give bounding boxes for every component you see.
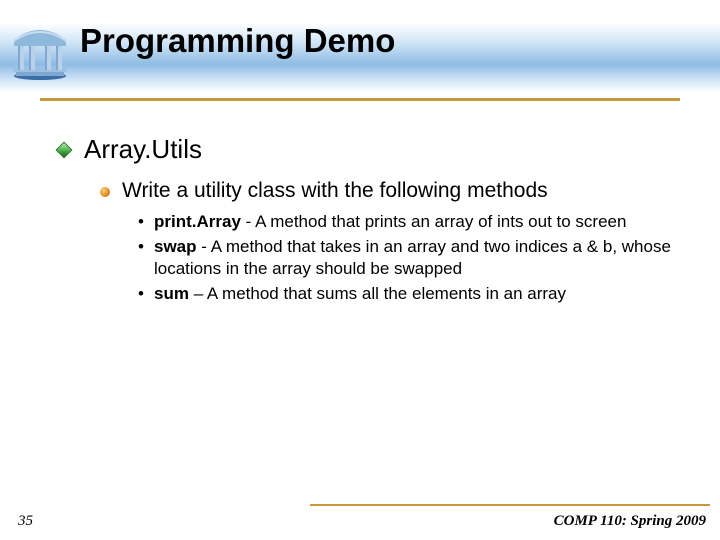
- level3-text: sum – A method that sums all the element…: [154, 283, 566, 304]
- unc-well-logo: [8, 18, 72, 82]
- level3-text: swap - A method that takes in an array a…: [154, 236, 678, 279]
- slide-title: Programming Demo: [80, 22, 395, 60]
- bullet-level3: • swap - A method that takes in an array…: [138, 236, 678, 279]
- page-number: 35: [18, 513, 33, 530]
- dash-bullet-icon: •: [138, 236, 152, 257]
- diamond-bullet-icon: [56, 142, 73, 159]
- course-label: COMP 110: Spring 2009: [554, 513, 706, 530]
- dot-bullet-icon: [100, 187, 110, 197]
- level1-text: Array.Utils: [84, 134, 202, 165]
- level2-text: Write a utility class with the following…: [122, 179, 548, 203]
- level3-text: print.Array - A method that prints an ar…: [154, 211, 626, 232]
- footer-separator: [310, 504, 710, 506]
- bullet-level1: Array.Utils: [58, 134, 678, 165]
- title-separator: [40, 98, 680, 101]
- slide: Programming Demo Array.Utils Write a uti…: [0, 0, 720, 540]
- bullet-level3: • sum – A method that sums all the eleme…: [138, 283, 678, 304]
- bullet-level2: Write a utility class with the following…: [100, 179, 678, 203]
- bullet-level3: • print.Array - A method that prints an …: [138, 211, 678, 232]
- content-area: Array.Utils Write a utility class with t…: [58, 134, 678, 308]
- dash-bullet-icon: •: [138, 283, 152, 304]
- dash-bullet-icon: •: [138, 211, 152, 232]
